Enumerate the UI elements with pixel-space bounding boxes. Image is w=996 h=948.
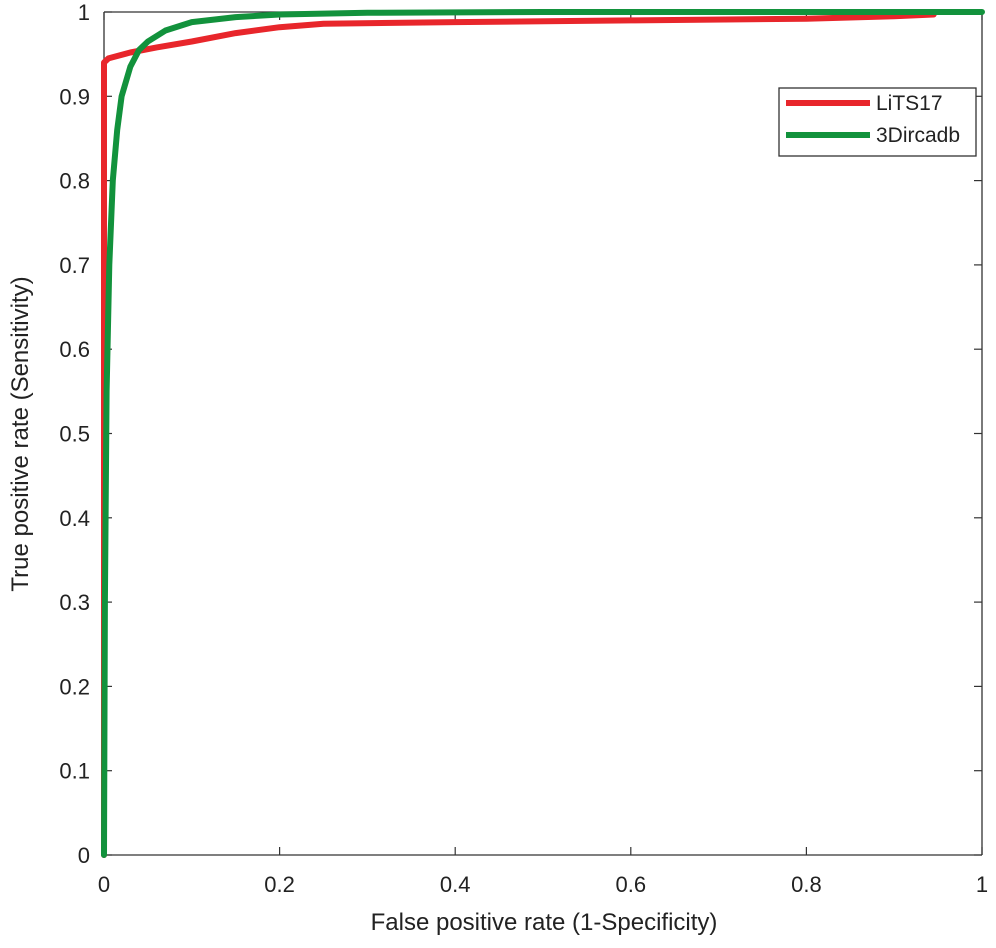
y-tick-label: 0.4 [59, 506, 90, 531]
y-tick-label: 1 [78, 0, 90, 25]
legend: LiTS17 3Dircadb [778, 87, 977, 157]
y-tick-label: 0.7 [59, 253, 90, 278]
series-layer [101, 9, 985, 858]
y-tick-label: 0.8 [59, 169, 90, 194]
series-line-3dircadb [101, 9, 985, 858]
y-tick-label: 0.6 [59, 337, 90, 362]
y-tick-label: 0.5 [59, 422, 90, 447]
x-tick-label: 0.2 [264, 872, 295, 897]
y-tick-label: 0.9 [59, 84, 90, 109]
series-line-lits17 [101, 11, 937, 858]
x-tick-label: 0.6 [616, 872, 647, 897]
legend-box [778, 87, 977, 157]
legend-label-3dircadb: 3Dircadb [876, 124, 960, 147]
legend-label-lits17: LiTS17 [876, 92, 943, 115]
ticks-layer: 0 0.2 0.4 0.6 0.8 1 0 0.1 0.2 0.3 0.4 0.5 0.6 0.7 0.8 0… [59, 0, 988, 897]
x-axis-label: False positive rate (1-Specificity) [371, 909, 718, 936]
y-tick-label: 0.2 [59, 674, 90, 699]
y-tick-label: 0 [78, 843, 90, 868]
x-tick-label: 0.4 [440, 872, 471, 897]
x-tick-label: 0.8 [791, 872, 822, 897]
y-axis-label: True positive rate (Sensitivity) [7, 276, 34, 591]
x-tick-label: 1 [976, 872, 988, 897]
y-tick-label: 0.1 [59, 759, 90, 784]
y-tick-label: 0.3 [59, 590, 90, 615]
x-tick-label: 0 [98, 872, 110, 897]
